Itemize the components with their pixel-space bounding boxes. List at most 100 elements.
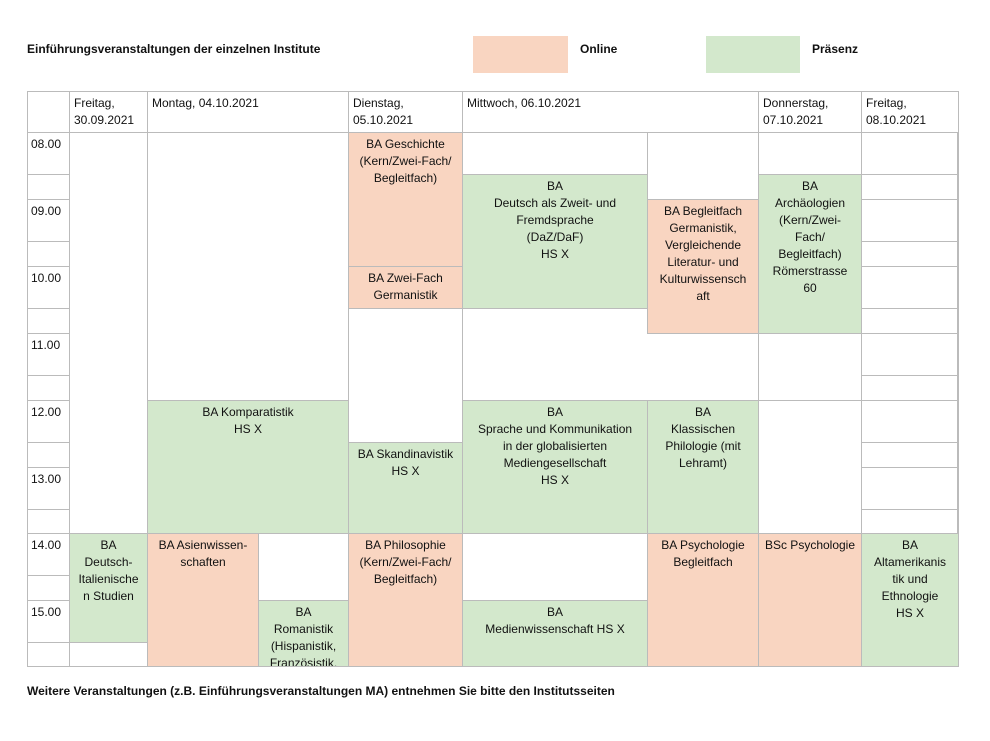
day-header-line: Donnerstag, xyxy=(763,96,829,110)
legend-swatch xyxy=(706,36,800,73)
empty-slot xyxy=(647,132,759,200)
empty-slot xyxy=(758,132,862,175)
event-text: Fach/ xyxy=(794,230,825,244)
event-text: n Studien xyxy=(83,589,134,603)
time-cell xyxy=(27,375,70,401)
event-text: BA xyxy=(694,405,711,419)
grid-cell xyxy=(861,400,958,443)
event-text: Klassischen xyxy=(670,422,736,436)
time-cell xyxy=(27,241,70,267)
grid-cell xyxy=(861,467,958,510)
event-cell: BA Sprache und Kommunikation in der global… xyxy=(462,400,648,534)
empty-slot xyxy=(758,400,862,534)
grid-cell xyxy=(861,442,958,468)
event-text: Ethnologie xyxy=(881,589,939,603)
time-cell xyxy=(27,442,70,468)
event-cell: BA Skandinavistik HS X xyxy=(348,442,463,534)
event-text: HS X xyxy=(540,247,569,261)
legend-swatch xyxy=(473,36,568,73)
event-text: Römerstrasse xyxy=(772,264,848,278)
event-cell: BA Deutsch- Italienische n Studien xyxy=(69,533,148,643)
grid-cell xyxy=(861,132,958,175)
event-text: Germanistik xyxy=(373,288,438,302)
event-cell: BA Archäologien (Kern/Zwei- Fach/Begleitfac… xyxy=(758,174,862,334)
event-text: (Kern/Zwei-Fach/ xyxy=(359,154,452,168)
event-text: BA xyxy=(901,538,918,552)
event-text: Archäologien xyxy=(774,196,846,210)
event-cell: BA Asienwissen-schaften xyxy=(147,533,259,667)
event-cell: BSc Psychologie xyxy=(758,533,862,667)
event-text: Medienwissenschaft HS X xyxy=(485,622,625,636)
legend-label: Online xyxy=(580,42,618,56)
time-cell xyxy=(27,509,70,534)
event-text: HS X xyxy=(233,422,262,436)
day-header: Montag, 04.10.2021 xyxy=(147,91,349,133)
event-text: Lehramt) xyxy=(678,456,728,470)
event-text: BA Zwei-Fach xyxy=(368,271,443,285)
event-text: BA Geschichte xyxy=(366,137,445,151)
event-text: BA xyxy=(546,605,563,619)
day-header: Mittwoch, 06.10.2021 xyxy=(462,91,759,133)
event-text: Französistik, xyxy=(269,656,338,667)
grid-cell xyxy=(861,174,958,200)
day-header-line: Dienstag, xyxy=(353,96,404,110)
title: Einführungsveranstaltungen der einzelnen… xyxy=(27,42,321,56)
time-label: 15.00 xyxy=(27,600,70,643)
empty-slot xyxy=(69,642,148,667)
event-cell: BA Medienwissenschaft HS X xyxy=(462,600,648,667)
event-text: BA xyxy=(295,605,312,619)
event-cell: BA Romanistik (Hispanistik, Französistik, xyxy=(258,600,349,667)
event-text: Vergleichende xyxy=(664,238,742,252)
column-line xyxy=(861,132,862,666)
time-label: 12.00 xyxy=(27,400,70,443)
empty-slot xyxy=(348,308,463,443)
event-text: BA xyxy=(801,179,818,193)
event-cell: BA Klassischen Philologie (mit Lehramt) xyxy=(647,400,759,534)
event-text: Begleitfach xyxy=(673,555,733,569)
event-text: (Kern/Zwei-Fach/ xyxy=(359,555,452,569)
event-text: HS X xyxy=(540,473,569,487)
day-header-line: 07.10.2021 xyxy=(763,113,824,127)
event-text: 60 xyxy=(803,281,817,295)
time-cell xyxy=(27,575,70,601)
event-text: Deutsch als Zweit- und xyxy=(493,196,617,210)
event-text: schaften xyxy=(180,555,226,569)
day-header-line: Mittwoch, 06.10.2021 xyxy=(467,96,582,110)
footer-note: Weitere Veranstaltungen (z.B. Einführung… xyxy=(27,684,615,698)
event-text: BSc Psychologie xyxy=(764,538,856,552)
event-text: BA Skandinavistik xyxy=(357,447,454,461)
event-text: Germanistik, xyxy=(669,221,737,235)
event-text: BA Asienwissen- xyxy=(158,538,248,552)
event-text: Deutsch- xyxy=(84,555,133,569)
legend-label: Präsenz xyxy=(812,42,859,56)
event-text: BA Begleitfach xyxy=(663,204,743,218)
column-line xyxy=(69,132,70,666)
time-label: 09.00 xyxy=(27,199,70,242)
event-text: (Hispanistik, xyxy=(270,639,337,653)
day-header-line: Montag, 04.10.2021 xyxy=(152,96,259,110)
day-header: Freitag, 30.09.2021 xyxy=(69,91,148,133)
event-text: in der globalisierten xyxy=(502,439,608,453)
event-text: Begleitfach) xyxy=(373,171,438,185)
empty-slot xyxy=(258,533,349,601)
event-text: BA xyxy=(546,179,563,193)
event-text: BA Philosophie xyxy=(365,538,446,552)
event-text: (Kern/Zwei- xyxy=(778,213,841,227)
grid-cell xyxy=(861,308,958,334)
day-header-line: Freitag, xyxy=(74,96,115,110)
event-text: Literatur- und xyxy=(667,255,739,269)
event-text: HS X xyxy=(391,464,420,478)
time-cell xyxy=(27,174,70,200)
table-line xyxy=(958,91,959,667)
event-text: Philologie (mit xyxy=(665,439,741,453)
grid-cell xyxy=(861,266,958,309)
event-cell: BA Begleitfach Germanistik, Vergleichende L… xyxy=(647,199,759,334)
grid-cell xyxy=(861,241,958,267)
event-cell: BA Altamerikanis tik und Ethnologie HS X xyxy=(861,533,959,667)
event-cell: BA Komparatistik HS X xyxy=(147,400,349,534)
day-header: Donnerstag, 07.10.2021 xyxy=(758,91,862,133)
day-header-line: Freitag, xyxy=(866,96,907,110)
event-text: Begleitfach) xyxy=(778,247,842,261)
day-header: Freitag, 08.10.2021 xyxy=(861,91,959,133)
event-text: Sprache und Kommunikation xyxy=(477,422,633,436)
